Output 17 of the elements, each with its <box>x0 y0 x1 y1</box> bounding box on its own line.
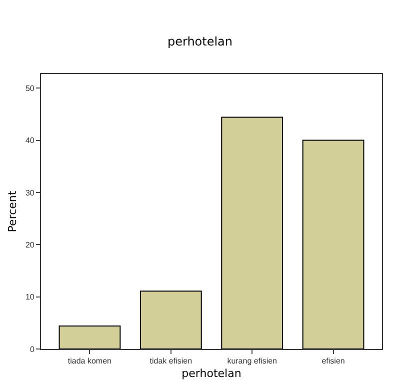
bar <box>221 116 284 349</box>
x-tick-label: kurang efisien <box>227 356 278 366</box>
x-axis-title: perhotelan <box>182 366 242 380</box>
bar <box>140 290 202 349</box>
y-tick-label: 0 <box>30 344 35 354</box>
x-tick-label: efisien <box>322 356 345 366</box>
bar <box>302 140 364 349</box>
y-axis-title: Percent <box>6 190 20 232</box>
y-tick-label: 50 <box>25 84 35 93</box>
bar <box>58 326 121 349</box>
y-tick-label: 20 <box>25 240 35 250</box>
x-tick-label: tidak efisien <box>150 356 192 366</box>
chart-title: perhotelan <box>167 34 233 48</box>
x-tick-label: tiada komen <box>68 356 112 366</box>
y-tick-label: 10 <box>25 292 35 302</box>
y-tick-label: 30 <box>25 188 35 198</box>
y-tick-label: 40 <box>25 136 35 146</box>
